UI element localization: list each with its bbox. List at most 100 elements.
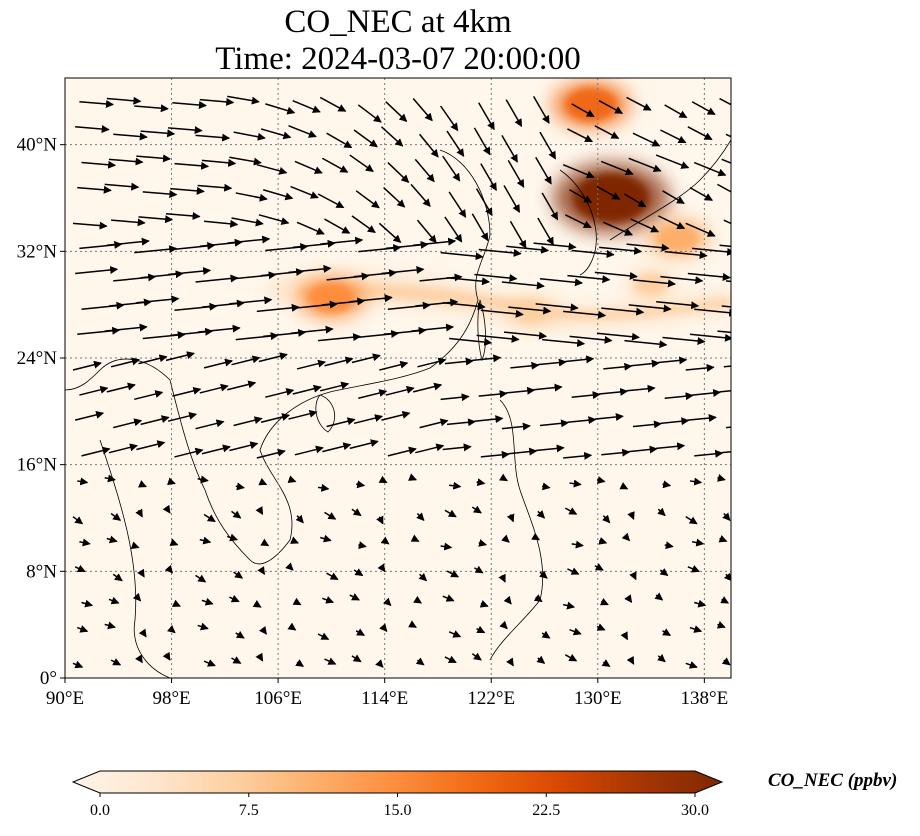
wind-arrow — [138, 628, 147, 638]
wind-arrow — [349, 593, 360, 601]
wind-arrow — [201, 444, 231, 455]
wind-arrow — [326, 417, 356, 428]
wind-arrow — [358, 389, 388, 399]
wind-arrow — [563, 310, 607, 319]
wind-arrow — [296, 359, 327, 370]
wind-arrow — [322, 442, 352, 453]
wind-arrow — [626, 655, 635, 665]
wind-arrow — [571, 391, 601, 400]
wind-arrow — [693, 161, 727, 177]
wind-arrow — [474, 273, 518, 283]
wind-arrow — [689, 477, 703, 486]
wind-arrow — [72, 221, 108, 230]
wind-arrow — [324, 657, 337, 665]
wind-arrow — [136, 295, 180, 304]
colorbar-tick-label: 22.5 — [532, 802, 560, 819]
wind-arrow — [598, 100, 624, 114]
wind-arrow — [287, 622, 297, 631]
wind-arrow — [377, 563, 386, 573]
wind-arrow — [229, 594, 240, 603]
wind-arrow — [417, 357, 447, 368]
lat-tick-label: 32°N — [17, 241, 58, 262]
wind-arrow — [140, 415, 170, 426]
wind-arrow — [414, 158, 435, 183]
wind-arrow — [167, 477, 176, 486]
wind-arrow — [81, 446, 111, 457]
wind-arrow — [630, 218, 660, 233]
wind-arrow — [626, 243, 670, 252]
lat-tick-label: 16°N — [17, 455, 58, 476]
wind-arrow — [353, 129, 378, 148]
hotspot-layer — [295, 80, 711, 328]
wind-arrow — [599, 598, 609, 606]
wind-arrow — [691, 101, 716, 115]
wind-arrow — [691, 538, 705, 547]
lon-tick-label: 122°E — [467, 688, 515, 709]
wind-arrow — [378, 475, 388, 484]
wind-arrow — [480, 450, 510, 459]
wind-arrow — [111, 218, 146, 227]
wind-arrow — [721, 450, 731, 454]
wind-arrow — [142, 190, 178, 199]
wind-arrow — [255, 506, 264, 516]
gridlines — [65, 78, 731, 678]
wind-arrow — [444, 509, 457, 518]
wind-arrow — [567, 567, 580, 575]
wind-arrow — [719, 389, 731, 393]
wind-arrow — [539, 278, 583, 287]
lon-tick-label: 98°E — [152, 688, 190, 709]
philippines-coast — [489, 399, 544, 661]
wind-arrow — [76, 625, 89, 633]
wind-arrow — [624, 594, 633, 604]
wind-arrow — [664, 104, 688, 119]
wind-arrow — [162, 504, 171, 514]
wind-arrow — [539, 131, 557, 160]
wind-arrow — [351, 654, 362, 663]
wind-arrow — [320, 381, 350, 392]
wind-arrow — [564, 653, 578, 662]
wind-arrow — [503, 595, 512, 605]
wind-arrow — [692, 388, 722, 397]
wind-arrow — [320, 236, 364, 245]
wind-arrow — [288, 264, 332, 274]
wind-arrow — [480, 163, 497, 192]
wind-arrow — [656, 300, 700, 310]
wind-arrow — [685, 363, 715, 372]
wind-arrow — [227, 235, 271, 244]
wind-arrow — [295, 659, 305, 667]
wind-arrow — [79, 538, 91, 547]
wind-arrow — [541, 192, 559, 221]
wind-arrow — [166, 625, 176, 634]
wind-arrow — [233, 416, 263, 427]
wind-arrow — [531, 532, 541, 541]
wind-arrow — [349, 154, 374, 173]
wind-arrow — [408, 473, 417, 481]
wind-arrow — [564, 214, 592, 229]
wind-arrow — [689, 625, 703, 633]
wind-arrow — [108, 157, 144, 166]
colorbar-tick-label: 30.0 — [681, 802, 709, 819]
concentration-field — [270, 80, 731, 328]
wind-arrow — [564, 507, 578, 515]
wind-arrow — [294, 445, 324, 456]
wind-arrow — [687, 126, 713, 141]
wind-arrow — [349, 439, 379, 450]
wind-arrow — [356, 480, 366, 489]
wind-arrow — [138, 354, 168, 365]
wind-arrow — [501, 134, 518, 163]
mainland-coast — [65, 149, 491, 565]
colorbar-label: CO_NEC (ppbv) — [768, 770, 898, 791]
wind-arrow — [594, 412, 624, 421]
wind-arrow — [321, 157, 349, 173]
wind-arrow — [77, 477, 89, 486]
wind-arrow — [446, 130, 465, 157]
wind-arrow — [448, 191, 467, 218]
wind-arrow — [662, 628, 672, 636]
wind-arrow — [507, 160, 525, 188]
wind-arrow — [471, 213, 489, 242]
wind-arrow — [72, 516, 84, 525]
wind-arrow — [132, 592, 142, 602]
wind-arrow — [199, 383, 229, 394]
wind-arrow — [355, 190, 380, 209]
